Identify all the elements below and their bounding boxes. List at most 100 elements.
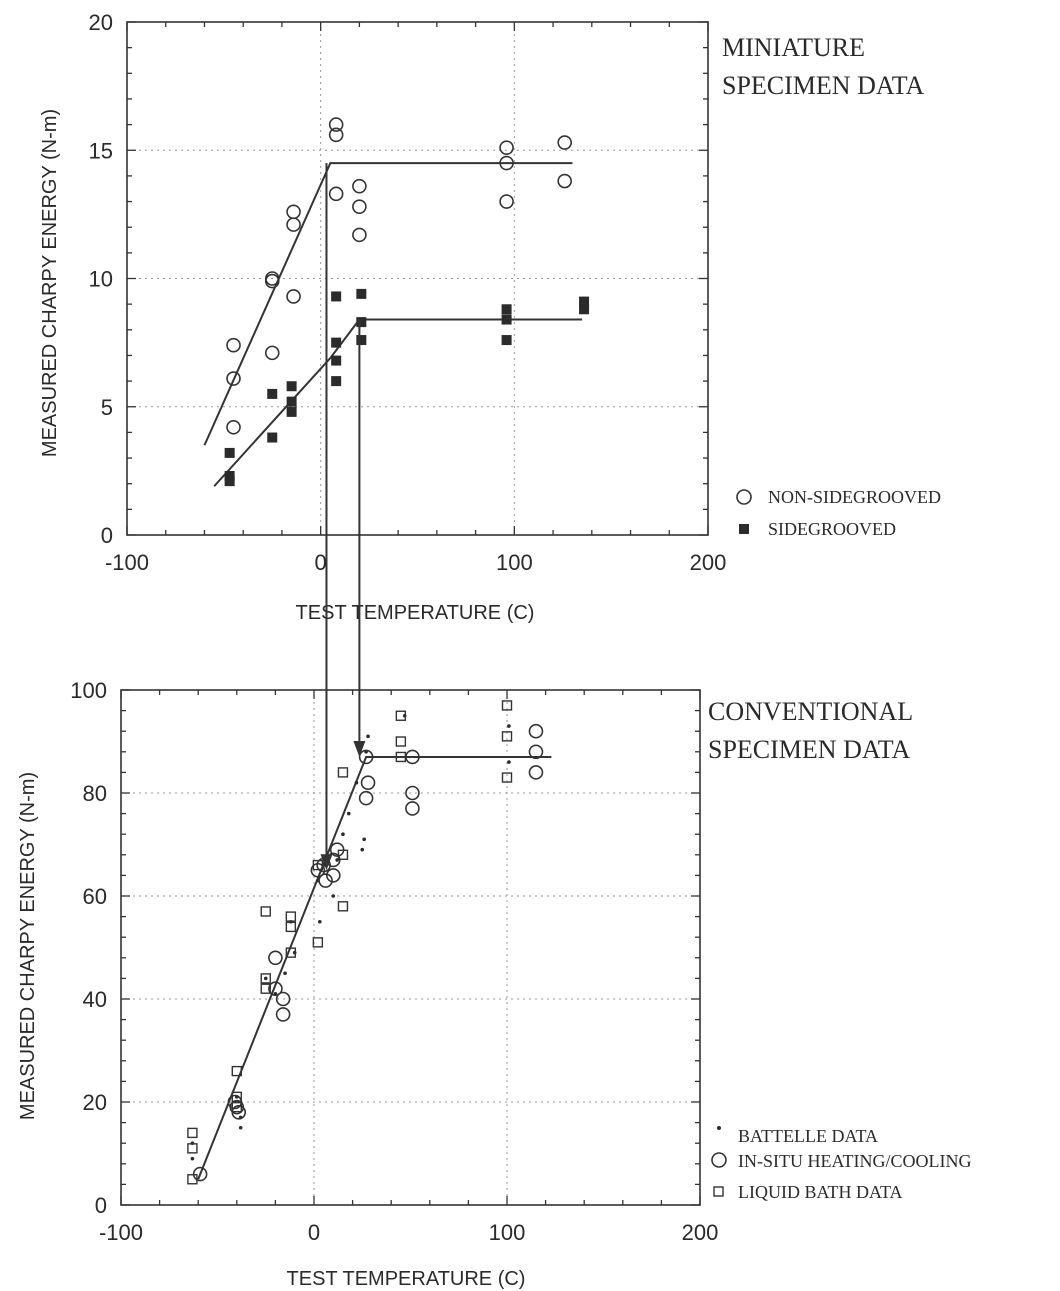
grid [127,22,708,535]
x-axis-label: TEST TEMPERATURE (C) [287,1268,526,1290]
y-tick-label: 0 [95,1193,107,1218]
sidegrooved-point [579,304,590,315]
in-situ-heating-cooling-point [275,991,291,1007]
arrow-head [353,740,366,757]
fit-line [197,755,552,1180]
liquid-bath-data-point [312,859,324,871]
plot-frame [120,689,701,1206]
in-situ-heating-cooling-point [358,790,374,806]
liquid-bath-data-point [285,921,297,933]
legend-open-circle-icon [736,489,752,505]
legend-label-sidegrooved: SIDEGROOVED [768,519,896,539]
x-tick-labels: -100 0 100 200 [99,1220,718,1245]
x-tick-label: -100 [105,550,149,575]
legend-label-non-sidegrooved: NON-SIDEGROOVED [768,487,941,507]
liquid-bath-data-point [231,1101,243,1113]
y-tick-label: 40 [83,987,107,1012]
sidegrooved-point [579,296,590,307]
non-sidegrooved-point [226,371,241,386]
legend-dot-icon [717,1126,721,1130]
y-tick-label: 10 [89,267,113,292]
non-sidegrooved-point [328,117,344,132]
sidegrooved-point [501,314,512,325]
y-tick-label: 60 [83,884,107,909]
x-tick-label: 200 [690,550,727,575]
battelle-data-point [507,724,511,728]
panel-title-line-1: MINIATURE [722,33,865,62]
liquid-bath-data-point [501,700,513,711]
in-situ-heating-cooling-point [358,749,374,765]
liquid-bath-data-point [337,849,349,860]
liquid-bath-data-point [260,973,271,984]
in-situ-heating-cooling-point [275,1007,291,1022]
non-sidegrooved-point [286,204,301,220]
non-sidegrooved-point [328,186,344,202]
liquid-bath-data-point [187,1143,198,1154]
sidegrooved-point [331,337,342,348]
non-sidegrooved-point [499,140,514,155]
sidegrooved-point [331,291,342,302]
x-tick-label: 0 [315,550,327,575]
liquid-bath-data-point [395,710,407,721]
non-sidegrooved-point [226,419,241,435]
in-situ-heating-cooling-point [268,950,283,966]
battelle-data-point [507,760,511,764]
liquid-bath-data-point [501,731,513,742]
legend: NON-SIDEGROOVED SIDEGROOVED [736,487,941,539]
non-sidegrooved-point [352,178,367,194]
legend-label-liquid-bath: LIQUID BATH DATA [738,1182,903,1202]
legend-label-in-situ: IN-SITU HEATING/COOLING [738,1151,971,1171]
liquid-bath-data-point [285,911,297,922]
tick-marks [120,689,701,1206]
in-situ-heating-cooling-point [528,723,544,739]
non-sidegrooved-point [557,135,572,150]
fit-line [203,162,573,446]
battelle-data-point [354,780,359,785]
in-situ-heating-cooling-point [528,744,544,760]
liquid-bath-data-point [337,901,349,912]
non-sidegrooved-point [499,155,514,171]
y-axis-label: MEASURED CHARPY ENERGY (N-m) [17,772,39,1120]
non-sidegrooved-point [352,199,367,214]
sidegrooved-point [224,476,235,487]
arrow-head [320,854,333,871]
non-sidegrooved-point [264,345,280,361]
non-sidegrooved-point [264,273,280,289]
battelle-data-point [190,1156,195,1161]
y-tick-label: 80 [83,781,107,806]
battelle-data-point [263,976,268,981]
x-tick-label: -100 [99,1220,143,1245]
in-situ-heating-cooling-point [360,775,376,791]
liquid-bath-data-point [260,906,271,917]
non-sidegrooved-point [557,173,572,189]
x-tick-label: 200 [682,1220,719,1245]
data-points [224,117,590,487]
liquid-bath-data-point [231,1091,243,1103]
non-sidegrooved-point [352,227,367,243]
y-tick-label: 0 [101,523,113,548]
sidegrooved-point [286,406,297,417]
x-tick-label: 100 [489,1220,526,1245]
x-axis-label: TEST TEMPERATURE (C) [296,602,535,624]
fit-lines [203,162,583,487]
y-tick-labels: 0 20 40 60 80 100 [70,678,107,1218]
sidegrooved-point [331,376,342,387]
data-points [187,700,544,1185]
sidegrooved-point [356,335,367,346]
non-sidegrooved-point [286,217,301,232]
fit-line [213,318,583,487]
liquid-bath-data-point [312,937,324,948]
non-sidegrooved-point [499,194,514,209]
sidegrooved-point [286,396,297,407]
liquid-bath-data-point [231,1065,243,1077]
liquid-bath-data-point [395,736,407,747]
liquid-bath-data-point [285,947,297,958]
y-axis-label: MEASURED CHARPY ENERGY (N-m) [39,109,61,457]
grid [121,690,700,1205]
fit-lines [197,755,552,1180]
sidegrooved-point [224,447,235,458]
liquid-bath-data-point [395,751,407,763]
battelle-data-point [346,811,351,816]
in-situ-heating-cooling-point [405,785,420,801]
